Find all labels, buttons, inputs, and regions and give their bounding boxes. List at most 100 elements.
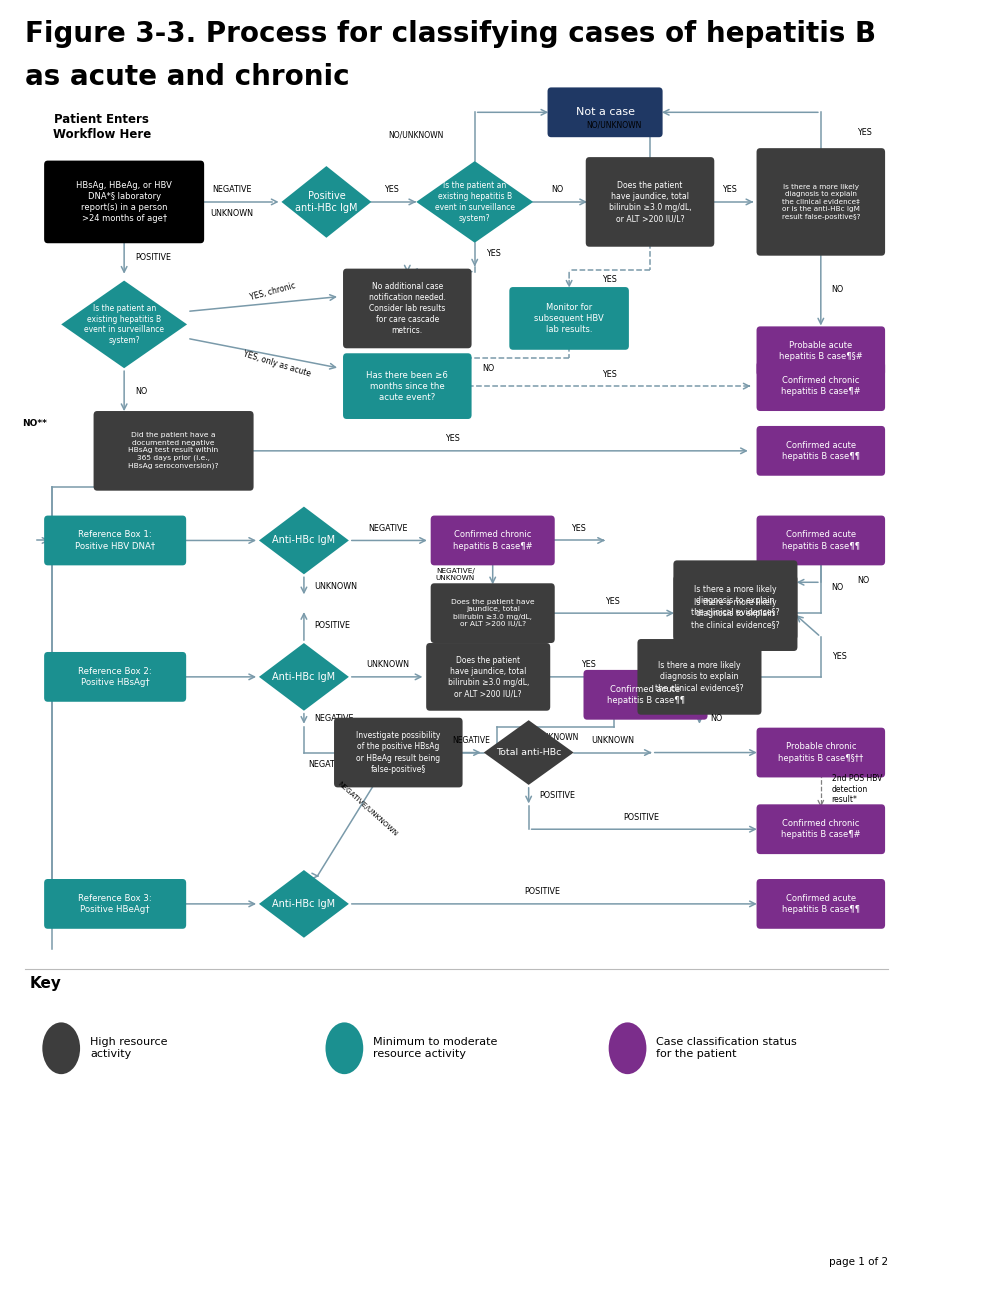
Text: POSITIVE: POSITIVE xyxy=(315,620,351,629)
Text: Is the patient an
existing hepatitis B
event in surveillance
system?: Is the patient an existing hepatitis B e… xyxy=(435,181,515,223)
Text: Is there a more likely
diagnosis to explain
the clinical evidence§?: Is there a more likely diagnosis to expl… xyxy=(655,662,744,693)
Text: Confirmed acute
hepatitis B case¶¶: Confirmed acute hepatitis B case¶¶ xyxy=(782,894,860,914)
Text: Investigate possibility
of the positive HBsAg
or HBeAg result being
false-positi: Investigate possibility of the positive … xyxy=(356,732,441,773)
Text: YES: YES xyxy=(445,434,460,443)
FancyBboxPatch shape xyxy=(586,157,714,247)
FancyBboxPatch shape xyxy=(757,426,885,475)
Text: Anti-HBc IgM: Anti-HBc IgM xyxy=(272,535,335,545)
Text: UNKNOWN: UNKNOWN xyxy=(366,660,409,670)
FancyBboxPatch shape xyxy=(431,515,555,566)
Text: UNKNOWN: UNKNOWN xyxy=(211,210,254,219)
Text: Is there a more likely
diagnosis to explain
the clinical evidence§?: Is there a more likely diagnosis to expl… xyxy=(691,584,780,616)
Polygon shape xyxy=(259,870,349,938)
Text: YES: YES xyxy=(602,369,617,378)
Text: Is the patient an
existing hepatitis B
event in surveillance
system?: Is the patient an existing hepatitis B e… xyxy=(84,304,164,344)
Text: POSITIVE: POSITIVE xyxy=(539,791,575,800)
Text: NEGATIVE/
UNKNOWN: NEGATIVE/ UNKNOWN xyxy=(435,567,475,581)
Text: NO: NO xyxy=(746,654,758,663)
Text: NO: NO xyxy=(832,583,844,592)
Text: Probable acute
hepatitis B case¶§#: Probable acute hepatitis B case¶§# xyxy=(779,341,863,361)
Text: YES: YES xyxy=(832,653,846,662)
FancyBboxPatch shape xyxy=(583,670,708,720)
Polygon shape xyxy=(281,166,371,238)
Text: High resource
activity: High resource activity xyxy=(90,1037,167,1059)
FancyBboxPatch shape xyxy=(44,515,186,566)
FancyBboxPatch shape xyxy=(757,879,885,929)
Text: NO: NO xyxy=(710,715,722,723)
Polygon shape xyxy=(259,506,349,574)
FancyBboxPatch shape xyxy=(673,575,797,651)
Text: NO: NO xyxy=(135,387,147,395)
Text: NEGATIVE/UNKNOWN: NEGATIVE/UNKNOWN xyxy=(336,781,398,838)
Text: HBsAg, HBeAg, or HBV
DNA*§ laboratory
report(s) in a person
>24 months of age†: HBsAg, HBeAg, or HBV DNA*§ laboratory re… xyxy=(76,181,172,223)
Text: UNKNOWN: UNKNOWN xyxy=(315,581,358,591)
Text: Probable chronic
hepatitis B case¶§††: Probable chronic hepatitis B case¶§†† xyxy=(778,742,863,763)
Text: POSITIVE: POSITIVE xyxy=(524,887,560,896)
Text: NEGATIVE: NEGATIVE xyxy=(315,715,354,723)
Text: YES: YES xyxy=(571,524,586,534)
Ellipse shape xyxy=(609,1022,646,1074)
Text: Case classification status
for the patient: Case classification status for the patie… xyxy=(656,1037,797,1059)
Polygon shape xyxy=(259,644,349,711)
Text: YES: YES xyxy=(857,128,872,137)
Text: YES, only as acute: YES, only as acute xyxy=(242,350,312,378)
Text: Does the patient have
jaundice, total
bilirubin ≥3.0 mg/dL,
or ALT >200 IU/L?: Does the patient have jaundice, total bi… xyxy=(451,598,535,627)
Text: Has there been ≥6
months since the
acute event?: Has there been ≥6 months since the acute… xyxy=(366,370,448,401)
Text: YES: YES xyxy=(486,249,501,258)
FancyBboxPatch shape xyxy=(757,804,885,855)
Text: Confirmed chronic
hepatitis B case¶#: Confirmed chronic hepatitis B case¶# xyxy=(453,531,533,550)
Text: Key: Key xyxy=(30,976,62,991)
Text: YES, chronic: YES, chronic xyxy=(249,281,296,302)
Text: Not a case: Not a case xyxy=(576,107,635,118)
Text: NEGATIVE: NEGATIVE xyxy=(368,524,407,534)
Text: NO: NO xyxy=(482,364,494,373)
Polygon shape xyxy=(484,720,574,785)
FancyBboxPatch shape xyxy=(757,148,885,255)
Text: NEGATIVE: NEGATIVE xyxy=(212,185,252,194)
Text: YES: YES xyxy=(384,185,399,194)
FancyBboxPatch shape xyxy=(343,354,472,420)
Text: Did the patient have a
documented negative
HBsAg test result within
365 days pri: Did the patient have a documented negati… xyxy=(128,433,219,469)
FancyBboxPatch shape xyxy=(757,326,885,376)
Ellipse shape xyxy=(325,1022,363,1074)
Text: Confirmed acute
hepatitis B case¶¶: Confirmed acute hepatitis B case¶¶ xyxy=(782,440,860,461)
Text: YES: YES xyxy=(581,660,596,670)
Text: NO/UNKNOWN: NO/UNKNOWN xyxy=(586,120,642,130)
Text: NO: NO xyxy=(832,285,844,294)
Text: NO**: NO** xyxy=(22,420,47,429)
Text: NO/UNKNOWN: NO/UNKNOWN xyxy=(523,732,579,741)
Text: YES: YES xyxy=(722,185,737,194)
FancyBboxPatch shape xyxy=(343,268,472,348)
Text: Confirmed chronic
hepatitis B case¶#: Confirmed chronic hepatitis B case¶# xyxy=(781,820,861,839)
FancyBboxPatch shape xyxy=(426,644,550,711)
FancyBboxPatch shape xyxy=(757,515,885,566)
FancyBboxPatch shape xyxy=(431,583,555,644)
Text: YES: YES xyxy=(602,275,617,284)
Polygon shape xyxy=(416,161,533,242)
Text: Is there a more likely
diagnosis to explain
the clinical evidence§?: Is there a more likely diagnosis to expl… xyxy=(691,597,780,629)
Text: Is there a more likely
diagnosis to explain
the clinical evidence‡
or is the ant: Is there a more likely diagnosis to expl… xyxy=(782,184,860,220)
FancyBboxPatch shape xyxy=(44,161,204,243)
FancyBboxPatch shape xyxy=(757,728,885,777)
Text: Confirmed chronic
hepatitis B case¶#: Confirmed chronic hepatitis B case¶# xyxy=(781,376,861,396)
Text: UNKNOWN: UNKNOWN xyxy=(591,736,634,745)
Text: Total anti-HBc: Total anti-HBc xyxy=(496,749,561,758)
Text: No additional case
notification needed.
Consider lab results
for care cascade
me: No additional case notification needed. … xyxy=(369,282,446,335)
Text: Minimum to moderate
resource activity: Minimum to moderate resource activity xyxy=(373,1037,498,1059)
Text: 2nd POS HBV
detection
result*: 2nd POS HBV detection result* xyxy=(832,774,882,804)
FancyBboxPatch shape xyxy=(44,651,186,702)
Text: Monitor for
subsequent HBV
lab results.: Monitor for subsequent HBV lab results. xyxy=(534,303,604,334)
Text: Does the patient
have jaundice, total
bilirubin ≥3.0 mg/dL,
or ALT >200 IU/L?: Does the patient have jaundice, total bi… xyxy=(448,655,529,698)
Text: YES: YES xyxy=(605,597,620,606)
Polygon shape xyxy=(61,281,187,368)
Text: POSITIVE: POSITIVE xyxy=(135,254,171,262)
Text: NO/UNKNOWN: NO/UNKNOWN xyxy=(388,131,443,140)
Text: NO: NO xyxy=(551,185,564,194)
Text: Does the patient
have jaundice, total
bilirubin ≥3.0 mg/dL,
or ALT >200 IU/L?: Does the patient have jaundice, total bi… xyxy=(609,181,691,223)
Text: Figure 3-3. Process for classifying cases of hepatitis B: Figure 3-3. Process for classifying case… xyxy=(25,19,876,48)
Text: NO: NO xyxy=(857,576,869,585)
FancyBboxPatch shape xyxy=(548,88,663,137)
Text: Reference Box 3:
Positive HBeAg†: Reference Box 3: Positive HBeAg† xyxy=(78,894,152,914)
FancyBboxPatch shape xyxy=(94,411,254,491)
FancyBboxPatch shape xyxy=(673,561,797,640)
